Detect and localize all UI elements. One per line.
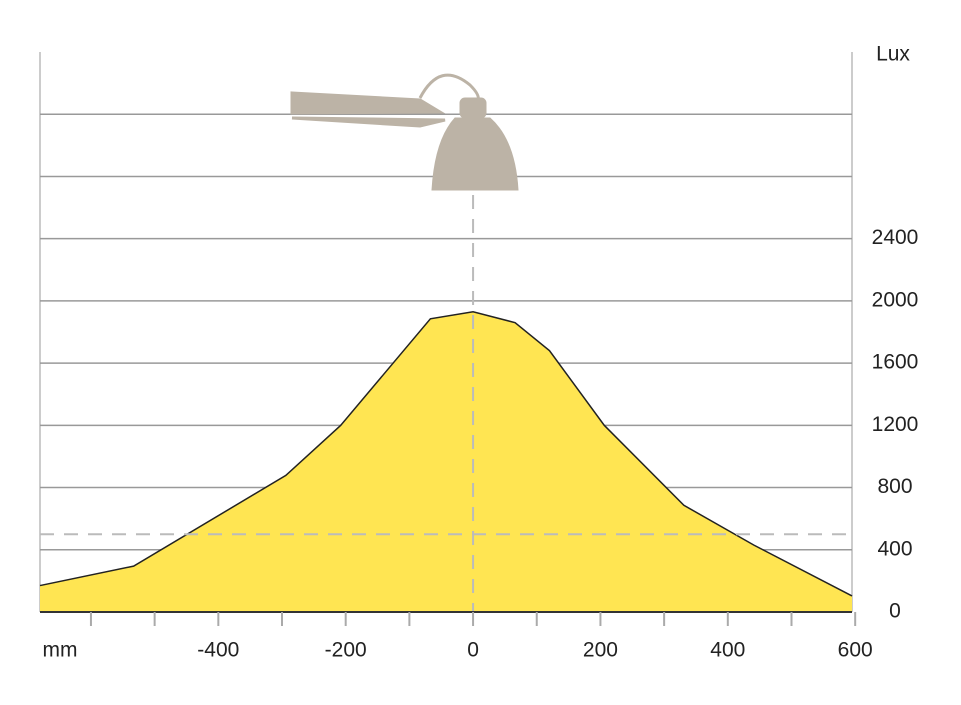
y-tick-label: 1200	[872, 413, 919, 436]
y-tick-label: 2000	[872, 288, 919, 311]
area-line	[39, 311, 853, 597]
lamp-icon	[290, 73, 519, 191]
x-tick-label: -200	[325, 639, 367, 662]
x-tick-label: 400	[710, 639, 745, 662]
x-tick-label: -400	[197, 639, 239, 662]
x-tick-label: 600	[838, 639, 873, 662]
y-tick-label: 1600	[872, 351, 919, 374]
y-tick-label: 400	[877, 537, 912, 560]
y-axis-label: Lux	[876, 43, 910, 66]
x-tick-label: 200	[583, 639, 618, 662]
area	[40, 311, 852, 612]
x-axis-label: mm	[43, 639, 78, 662]
x-tick-label: 0	[467, 639, 479, 662]
y-tick-label: 0	[889, 600, 901, 623]
y-tick-label: 800	[877, 475, 912, 498]
y-tick-label: 2400	[872, 226, 919, 249]
